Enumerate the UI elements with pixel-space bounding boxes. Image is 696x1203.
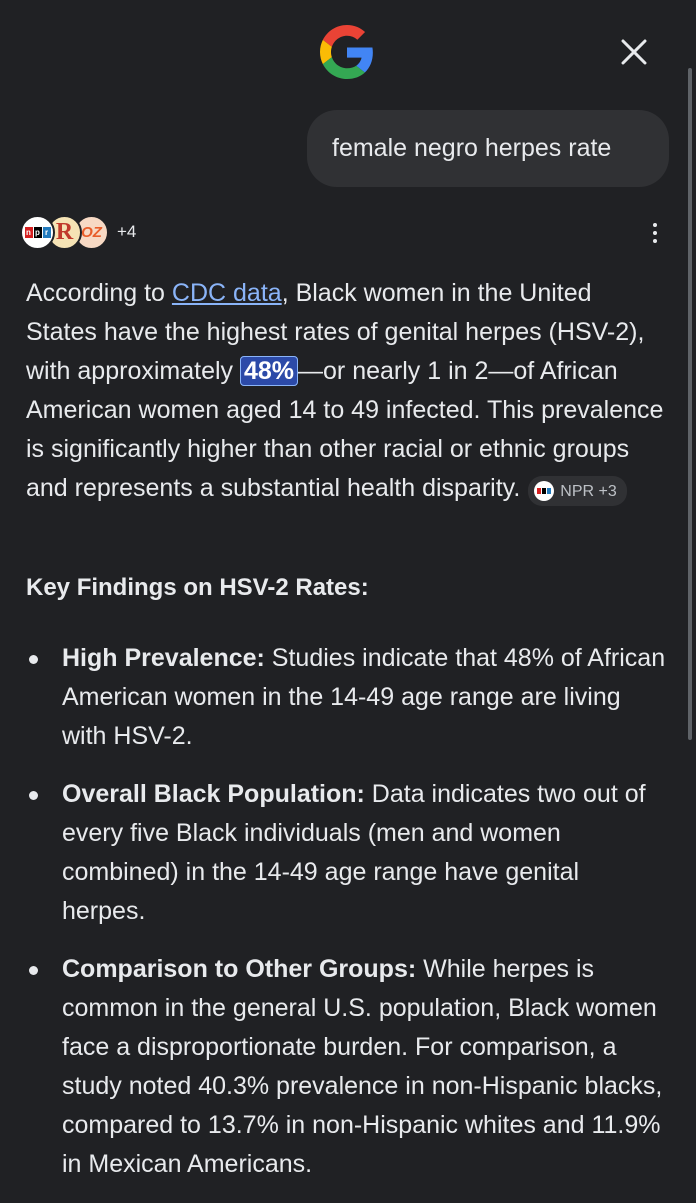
close-icon xyxy=(621,39,647,65)
user-query-text: female negro herpes rate xyxy=(332,134,612,162)
more-options-button[interactable] xyxy=(640,218,670,248)
finding-text: While herpes is common in the general U.… xyxy=(62,955,663,1178)
top-bar xyxy=(0,0,696,100)
key-findings-heading: Key Findings on HSV-2 Rates: xyxy=(26,574,369,601)
user-query-bubble: female negro herpes rate xyxy=(307,110,669,187)
close-button[interactable] xyxy=(612,30,656,74)
list-item: Overall Black Population: Data indicates… xyxy=(26,775,666,931)
finding-title: High Prevalence: xyxy=(62,644,265,672)
kebab-dot-icon xyxy=(653,223,657,227)
more-sources-count[interactable]: +4 xyxy=(117,222,137,241)
list-item: High Prevalence: Studies indicate that 4… xyxy=(26,639,666,756)
bullet-icon xyxy=(29,655,38,664)
finding-title: Overall Black Population: xyxy=(62,780,365,808)
list-item: Comparison to Other Groups: While herpes… xyxy=(26,950,666,1184)
cdc-data-link[interactable]: CDC data xyxy=(171,279,282,307)
bullet-icon xyxy=(29,966,38,975)
finding-text: Data indicates two out of every five Bla… xyxy=(62,780,646,925)
scrollbar[interactable] xyxy=(688,68,692,740)
finding-title: Comparison to Other Groups: xyxy=(62,955,417,983)
bullet-icon xyxy=(29,791,38,800)
google-g-logo-icon xyxy=(320,25,373,79)
kebab-dot-icon xyxy=(653,231,657,235)
npr-mini-icon xyxy=(534,481,555,501)
npr-logo-icon[interactable]: n p r xyxy=(20,214,55,250)
key-findings-list: High Prevalence: Studies indicate that 4… xyxy=(26,639,666,1203)
r-logo-icon[interactable]: R xyxy=(47,214,82,250)
answer-paragraph: According to CDC data, Black women in th… xyxy=(26,274,666,508)
citation-label: NPR +3 xyxy=(560,482,617,500)
ai-answer: According to CDC data, Black women in th… xyxy=(26,274,666,508)
finding-text: Studies indicate that 48% of African Ame… xyxy=(62,644,666,750)
kebab-dot-icon xyxy=(653,239,657,243)
sources-row[interactable]: n p r R OZ +4 xyxy=(20,214,136,250)
citation-chip[interactable]: NPR +3 xyxy=(528,476,627,506)
highlighted-stat[interactable]: 48% xyxy=(239,356,299,386)
